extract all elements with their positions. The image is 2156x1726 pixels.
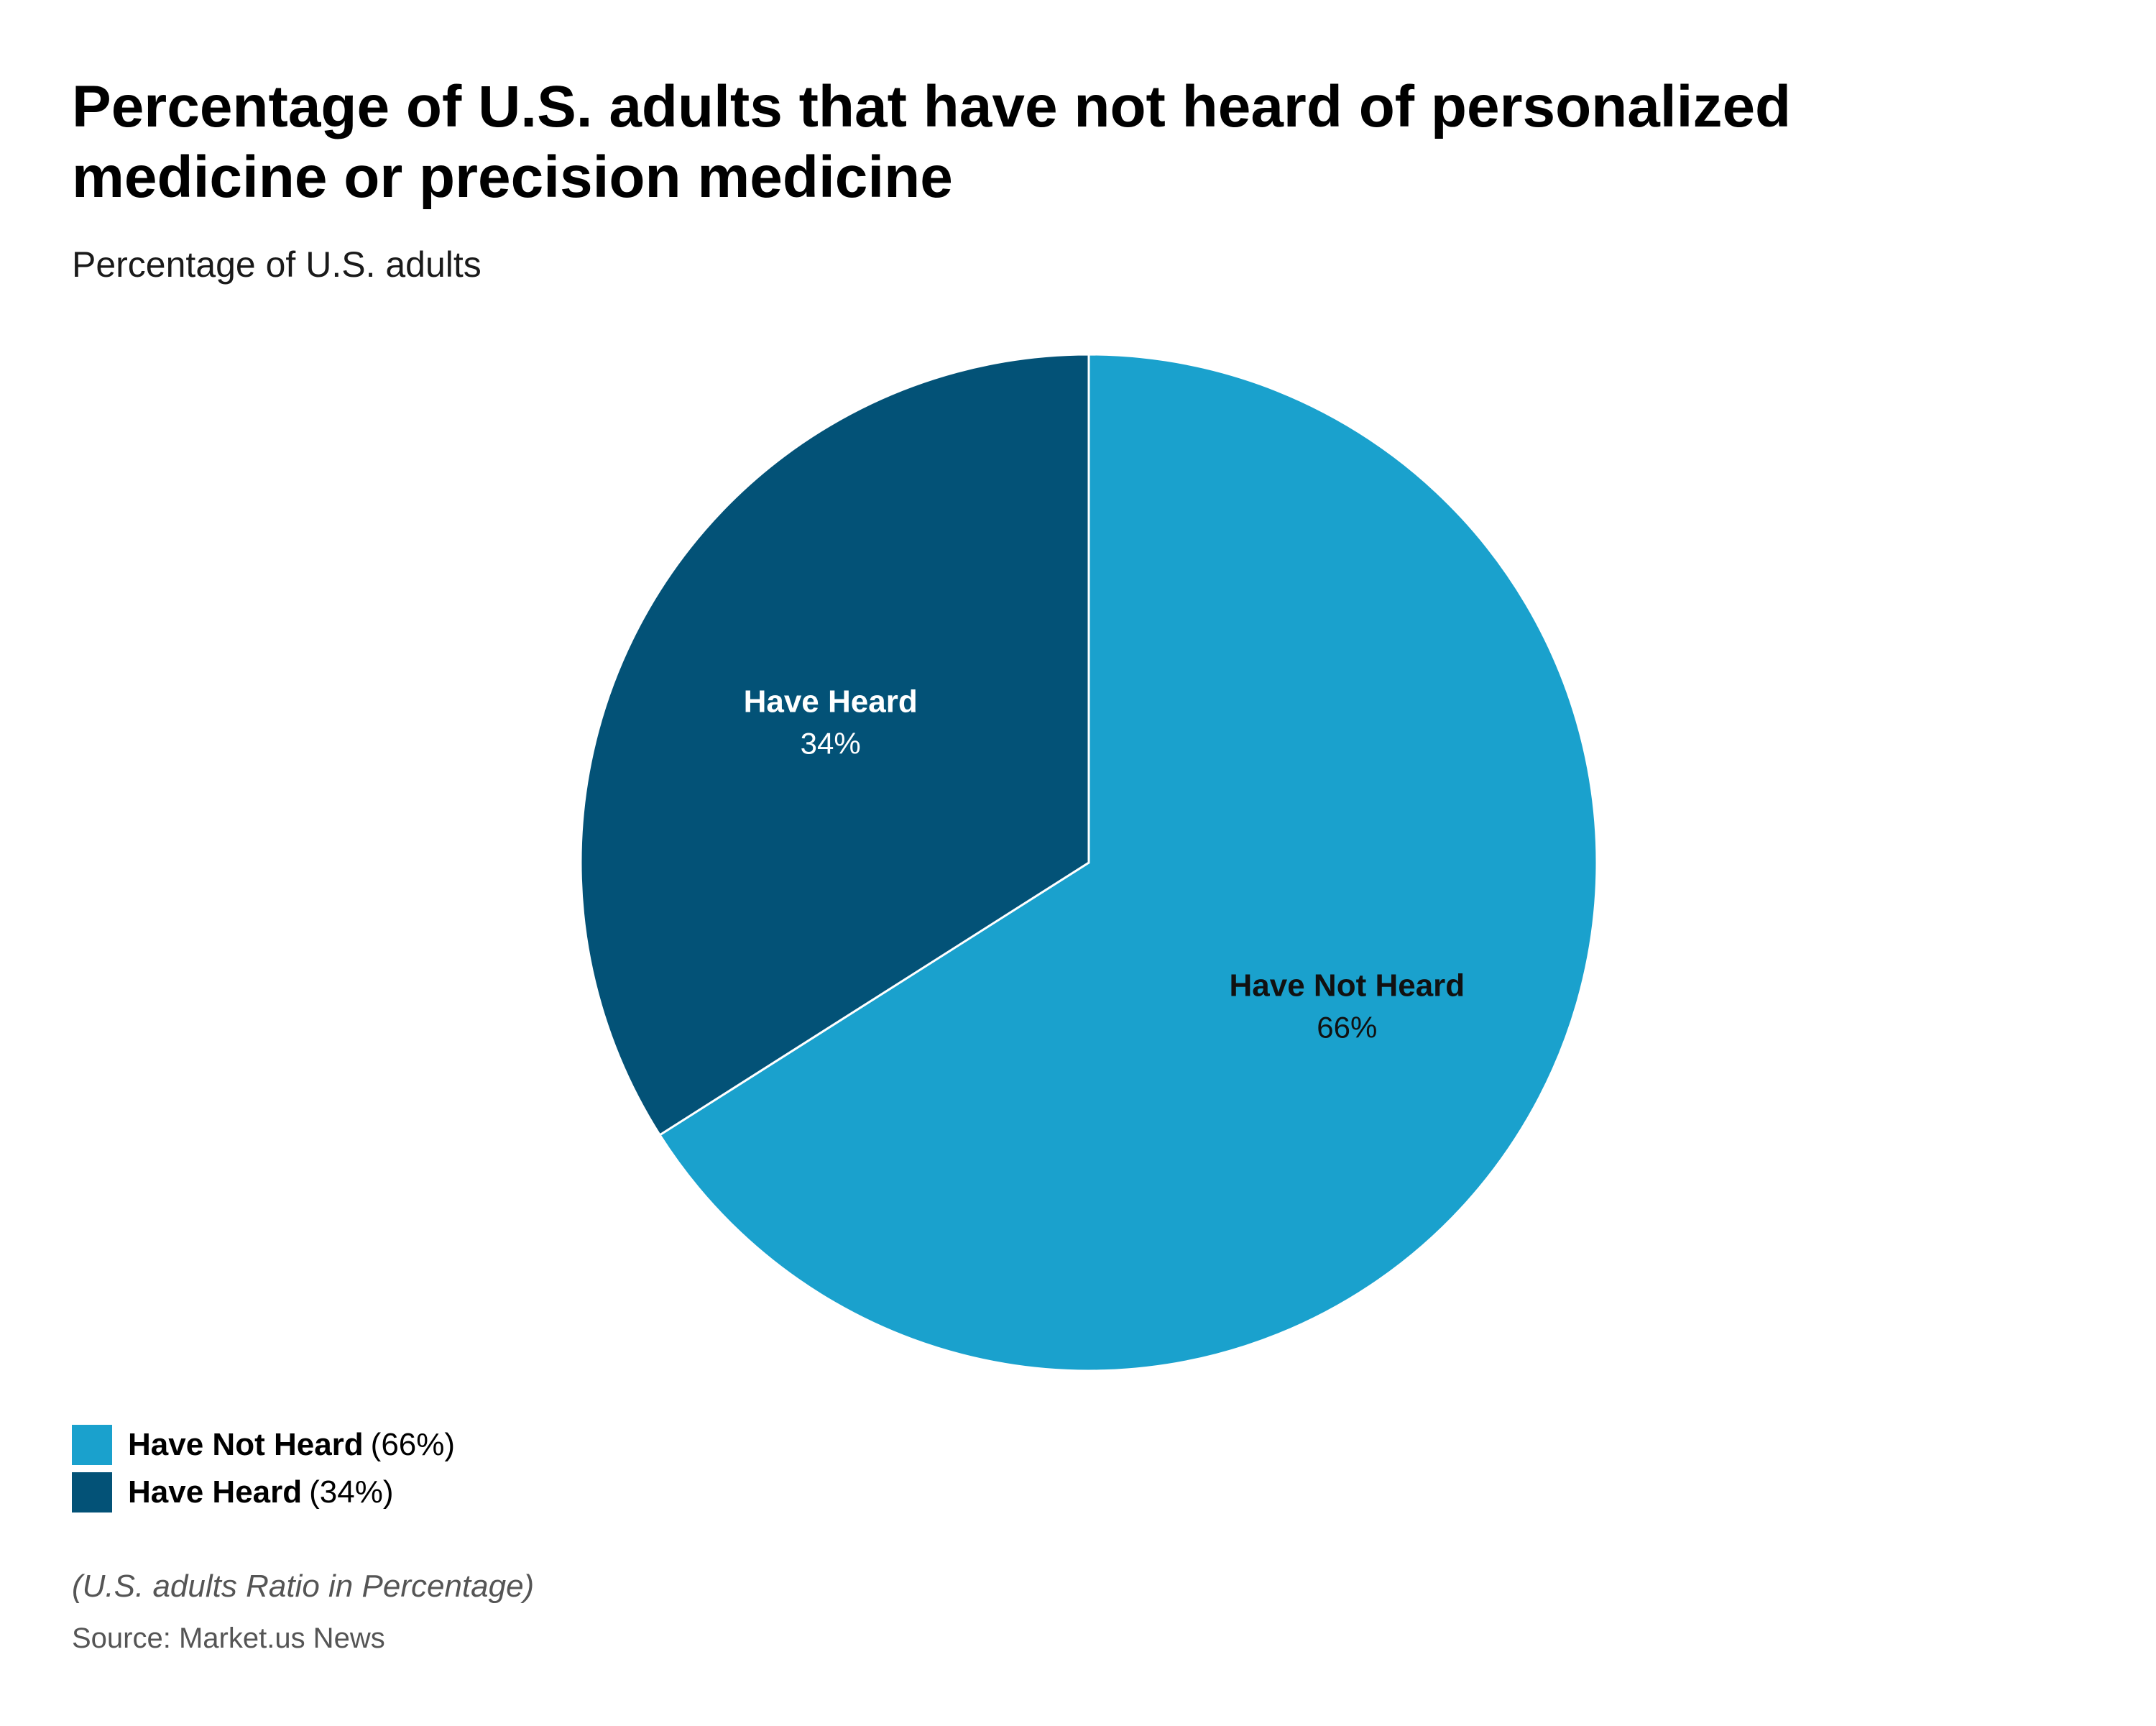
- legend-label-have-heard: Have Heard: [128, 1474, 303, 1510]
- slice-pct-have-heard: 34%: [801, 726, 861, 760]
- legend-swatch-have-heard: [72, 1472, 112, 1512]
- legend-swatch-have-not-heard: [72, 1425, 112, 1465]
- legend-item-have-not-heard[interactable]: Have Not Heard (66%): [72, 1423, 455, 1466]
- legend-label-have-not-heard: Have Not Heard: [128, 1427, 364, 1462]
- legend-item-have-heard[interactable]: Have Heard (34%): [72, 1471, 455, 1514]
- legend-pct-have-heard: (34%): [309, 1474, 394, 1510]
- slice-label-have-not-heard: Have Not Heard: [1230, 968, 1465, 1004]
- slice-pct-have-not-heard: 66%: [1317, 1011, 1377, 1045]
- pie-slice-have-heard[interactable]: [579, 353, 1090, 1137]
- chart-subtitle: Percentage of U.S. adults: [72, 244, 482, 285]
- footnote: (U.S. adults Ratio in Percentage): [72, 1569, 535, 1604]
- legend: Have Not Heard (66%) Have Heard (34%): [72, 1423, 455, 1518]
- pie-slice-have-not-heard[interactable]: [658, 353, 1598, 1372]
- source-note: Source: Market.us News: [72, 1622, 385, 1654]
- slice-label-have-heard: Have Heard: [744, 684, 918, 719]
- chart-title: Percentage of U.S. adults that have not …: [72, 74, 1792, 210]
- legend-pct-have-not-heard: (66%): [370, 1427, 456, 1462]
